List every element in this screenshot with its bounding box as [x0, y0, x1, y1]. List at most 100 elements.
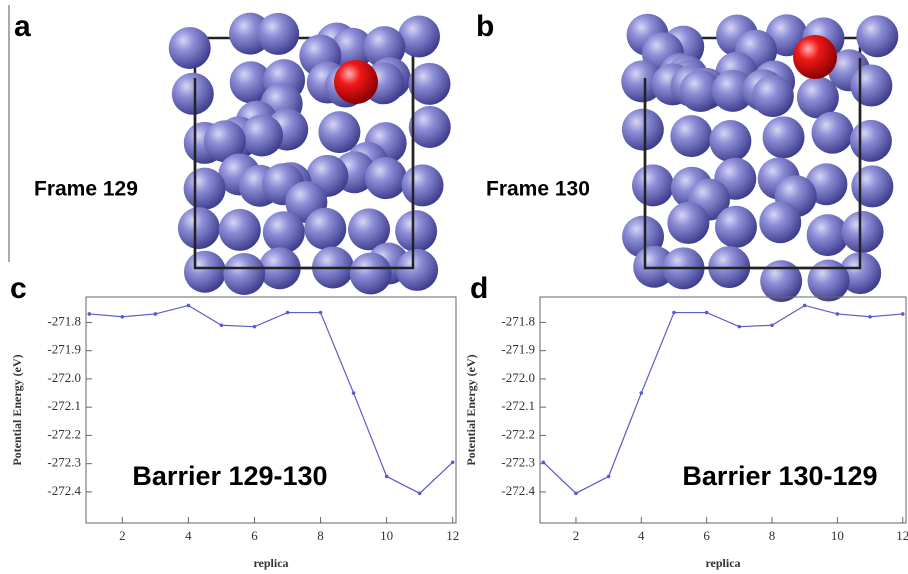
y-tick-label: -272.0	[501, 370, 535, 385]
atom	[304, 208, 346, 250]
x-tick-label: 4	[638, 528, 645, 543]
figure: a Frame 129 b Frame 130 c-271.8-271.9-27…	[0, 0, 908, 574]
annotation: Barrier 129-130	[132, 461, 327, 491]
y-tick-label: -272.2	[501, 426, 535, 441]
point	[640, 391, 644, 395]
y-tick-label: -272.1	[501, 398, 535, 413]
atom	[396, 249, 438, 291]
point	[286, 311, 290, 315]
point	[672, 311, 676, 315]
atom	[632, 164, 674, 206]
atom	[709, 120, 751, 162]
y-tick-label: -272.2	[47, 426, 81, 441]
x-tick-label: 10	[380, 528, 393, 543]
point	[187, 304, 191, 308]
point	[868, 315, 872, 319]
y-axis-title: Potential Energy (eV)	[10, 354, 24, 465]
atom	[851, 165, 893, 207]
panel-label: d	[470, 272, 488, 305]
point	[418, 492, 422, 496]
y-tick-label: -272.3	[47, 455, 81, 470]
point	[253, 325, 257, 329]
point	[770, 323, 774, 327]
point	[705, 311, 709, 315]
y-tick-label: -272.4	[47, 483, 81, 498]
atom	[622, 109, 664, 151]
point	[121, 315, 125, 319]
atom	[856, 15, 898, 57]
panel-label: b	[476, 10, 494, 43]
atom	[350, 252, 392, 294]
atom	[178, 207, 220, 249]
atom	[172, 73, 214, 115]
atom	[670, 115, 712, 157]
atom-highlight	[793, 35, 837, 79]
point	[901, 312, 905, 316]
panel-label: a	[14, 10, 31, 43]
point	[541, 460, 545, 464]
x-tick-label: 8	[769, 528, 776, 543]
x-tick-label: 12	[446, 528, 459, 543]
atom	[760, 260, 802, 302]
atom	[842, 211, 884, 253]
atom	[169, 27, 211, 69]
point	[88, 312, 92, 316]
x-tick-label: 6	[251, 528, 258, 543]
atom	[408, 63, 450, 105]
atom	[257, 13, 299, 55]
atom	[808, 260, 850, 302]
atom	[811, 112, 853, 154]
atom	[667, 202, 709, 244]
atom	[402, 164, 444, 206]
x-axis-title: replica	[253, 556, 288, 570]
atom	[850, 65, 892, 107]
point	[803, 304, 807, 308]
atom	[763, 116, 805, 158]
atom	[715, 206, 757, 248]
atom	[184, 251, 226, 293]
y-tick-label: -272.4	[501, 483, 535, 498]
point	[607, 475, 611, 479]
x-tick-label: 2	[573, 528, 580, 543]
point	[352, 391, 356, 395]
chart: c-271.8-271.9-272.0-272.1-272.2-272.3-27…	[10, 272, 459, 570]
caption: Frame 129	[34, 178, 138, 201]
caption: Frame 130	[486, 178, 590, 201]
point	[385, 475, 389, 479]
y-tick-label: -272.3	[501, 455, 535, 470]
x-tick-label: 10	[831, 528, 844, 543]
atoms-image	[169, 13, 451, 295]
atom	[223, 253, 265, 295]
point	[451, 460, 455, 464]
x-tick-label: 6	[703, 528, 710, 543]
atom	[219, 209, 261, 251]
y-tick-label: -272.1	[47, 398, 81, 413]
x-tick-label: 2	[119, 528, 126, 543]
atom	[752, 75, 794, 117]
page: {"panels": [{"label": "a", "caption": "F…	[0, 0, 908, 574]
atom	[365, 157, 407, 199]
x-tick-label: 8	[317, 528, 324, 543]
y-tick-label: -271.8	[47, 313, 81, 328]
point	[220, 323, 224, 327]
point	[836, 312, 840, 316]
y-tick-label: -271.9	[47, 342, 81, 357]
atom	[759, 201, 801, 243]
y-tick-label: -271.8	[501, 313, 535, 328]
atom-highlight	[334, 60, 378, 104]
point	[154, 312, 158, 316]
x-tick-label: 12	[896, 528, 908, 543]
point	[319, 311, 323, 315]
x-axis-title: replica	[705, 556, 740, 570]
atom	[409, 106, 451, 148]
annotation: Barrier 130-129	[682, 461, 877, 491]
atom	[263, 211, 305, 253]
chart: d -271.8 -271.9 -272.0 -272.1 -272.2 -272.3 -27…	[464, 272, 908, 570]
atom	[184, 168, 226, 210]
atoms-image	[621, 14, 898, 302]
point	[574, 492, 578, 496]
y-axis-title: Potential Energy (eV)	[464, 354, 478, 465]
atom	[241, 115, 283, 157]
atom	[395, 210, 437, 252]
y-tick-label: -271.9	[501, 342, 535, 357]
